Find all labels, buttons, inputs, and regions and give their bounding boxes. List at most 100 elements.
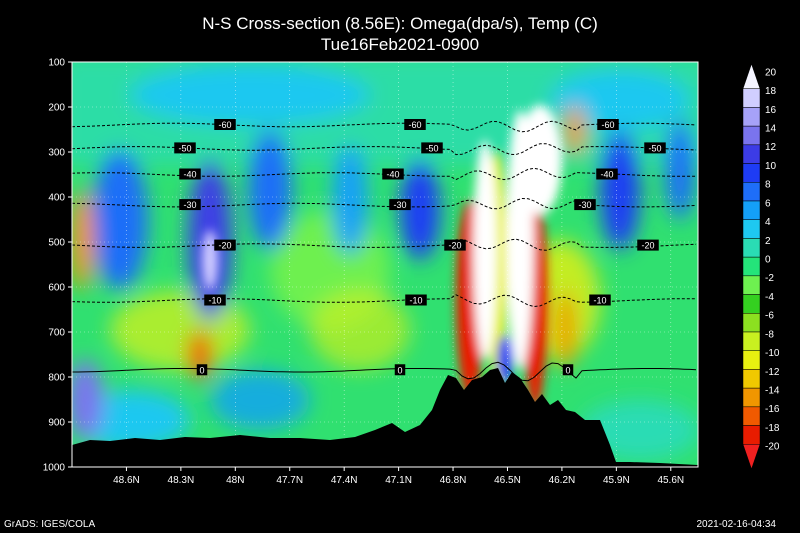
contour-label: -20 (218, 241, 231, 251)
colorbar-swatch (742, 144, 761, 164)
x-tick-label: 45.9N (603, 475, 630, 486)
colorbar-swatch (742, 63, 761, 89)
contour-label-box (179, 168, 201, 180)
contour-label: 0 (397, 365, 402, 375)
colorbar-label: 18 (765, 86, 777, 97)
y-tick-label: 300 (48, 148, 65, 159)
y-tick-label: 200 (48, 103, 65, 114)
field-patch (332, 145, 368, 255)
contour-label: -10 (208, 296, 221, 306)
field-patch (665, 120, 695, 220)
field-patch (72, 190, 94, 290)
colorbar-swatch (742, 387, 761, 408)
y-axis: 100 200 300 400 500 600 700 800 900 1000 (43, 58, 72, 474)
contour-label-box (644, 142, 666, 154)
y-tick-label: 500 (48, 238, 65, 249)
contour-label: 0 (565, 365, 570, 375)
colorbar-label: 6 (765, 198, 771, 209)
contour-label: -60 (601, 120, 614, 130)
contour-label: 0 (199, 365, 204, 375)
contour-label: -30 (183, 200, 196, 210)
field-patch (210, 370, 310, 430)
colorbar-label: 10 (765, 161, 777, 172)
contour-labels: -60 -60 -60 -50 -50 -50 -40 -40 -40 -30 -30 -30 -20 -… (174, 119, 666, 376)
field-patch (310, 290, 410, 370)
colorbar-label: 0 (765, 255, 771, 266)
colorbar-label: -4 (765, 292, 774, 303)
contour-label: -30 (578, 200, 591, 210)
field-patch (110, 290, 250, 370)
x-tick-label: 47.1N (385, 475, 412, 486)
contour-label-box (444, 239, 466, 251)
contour-label: -20 (448, 241, 461, 251)
temperature-contour (72, 120, 697, 133)
contour-label-box (405, 294, 427, 306)
contour-label-box (404, 119, 426, 130)
field-patch (550, 70, 690, 130)
field-patch (92, 150, 148, 290)
colorbar-swatch (742, 163, 761, 183)
colorbar-swatch (742, 238, 761, 258)
contour-label-box (589, 294, 611, 306)
colorbar-swatch (742, 107, 761, 127)
colorbar-label: -20 (765, 442, 780, 453)
colorbar-swatch (742, 294, 761, 314)
colorbar-swatch (742, 125, 761, 146)
plot-frame (71, 61, 699, 468)
gridlines (72, 62, 698, 467)
contour-label-box (174, 142, 196, 154)
field-patch (248, 130, 292, 250)
field-patch (130, 65, 370, 125)
y-tick-label: 100 (48, 58, 65, 69)
colorbar-label: 4 (765, 217, 771, 228)
contour-label-box (179, 199, 201, 211)
field-patch (497, 335, 513, 385)
colorbar-label: -18 (765, 423, 780, 434)
contour-label-box (394, 364, 406, 376)
contour-label: -40 (183, 170, 196, 180)
field-patch (473, 140, 497, 360)
colorbar-label: 12 (765, 142, 777, 153)
topography (72, 368, 698, 467)
x-tick-label: 47.7N (276, 475, 303, 486)
contour-label-box (597, 119, 619, 130)
contour-label: -40 (600, 170, 613, 180)
contour-label: -40 (386, 170, 399, 180)
temperature-contour (72, 143, 697, 156)
colorbar-swatch (742, 200, 761, 220)
y-tick-label: 600 (48, 283, 65, 294)
contour-label-box (382, 168, 404, 180)
contour-label-box (214, 239, 236, 251)
colorbar-swatch (742, 275, 761, 295)
field-patch (555, 290, 575, 370)
colorbar-label: 20 (765, 67, 777, 78)
footer-credit: GrADS: IGES/COLA (4, 519, 96, 530)
field-patch (202, 230, 218, 290)
footer-timestamp: 2021-02-16-04:34 (696, 519, 776, 530)
colorbar-swatch (742, 88, 761, 108)
contour-label: -60 (218, 120, 231, 130)
x-axis: 48.6N 48.3N 48N 47.7N 47.4N 47.1N 46.8N 46.5N 46… (113, 467, 684, 486)
colorbar-label: 2 (765, 236, 771, 247)
contour-label-box (562, 364, 574, 376)
contour-label-box (596, 168, 618, 180)
colorbar-label: 16 (765, 105, 777, 116)
chart-subtitle: Tue16Feb2021-0900 (320, 35, 480, 54)
contour-label-box (196, 364, 208, 376)
y-tick-label: 400 (48, 193, 65, 204)
field-patch (400, 160, 440, 260)
colorbar-label: -2 (765, 273, 774, 284)
contour-label: -30 (393, 200, 406, 210)
x-tick-label: 48.6N (113, 475, 140, 486)
y-tick-label: 1000 (43, 463, 66, 474)
colorbar: 20181614121086420-2-4-6-8-10-12-14-16-18… (742, 63, 780, 470)
field-patch (600, 130, 640, 250)
colorbar-label: 8 (765, 180, 771, 191)
colorbar-label: -6 (765, 311, 774, 322)
colorbar-label: -14 (765, 386, 780, 397)
colorbar-swatch (742, 406, 761, 426)
x-tick-label: 48.3N (168, 475, 195, 486)
contour-label-box (574, 199, 596, 211)
y-tick-label: 700 (48, 328, 65, 339)
x-tick-label: 48N (226, 475, 244, 486)
